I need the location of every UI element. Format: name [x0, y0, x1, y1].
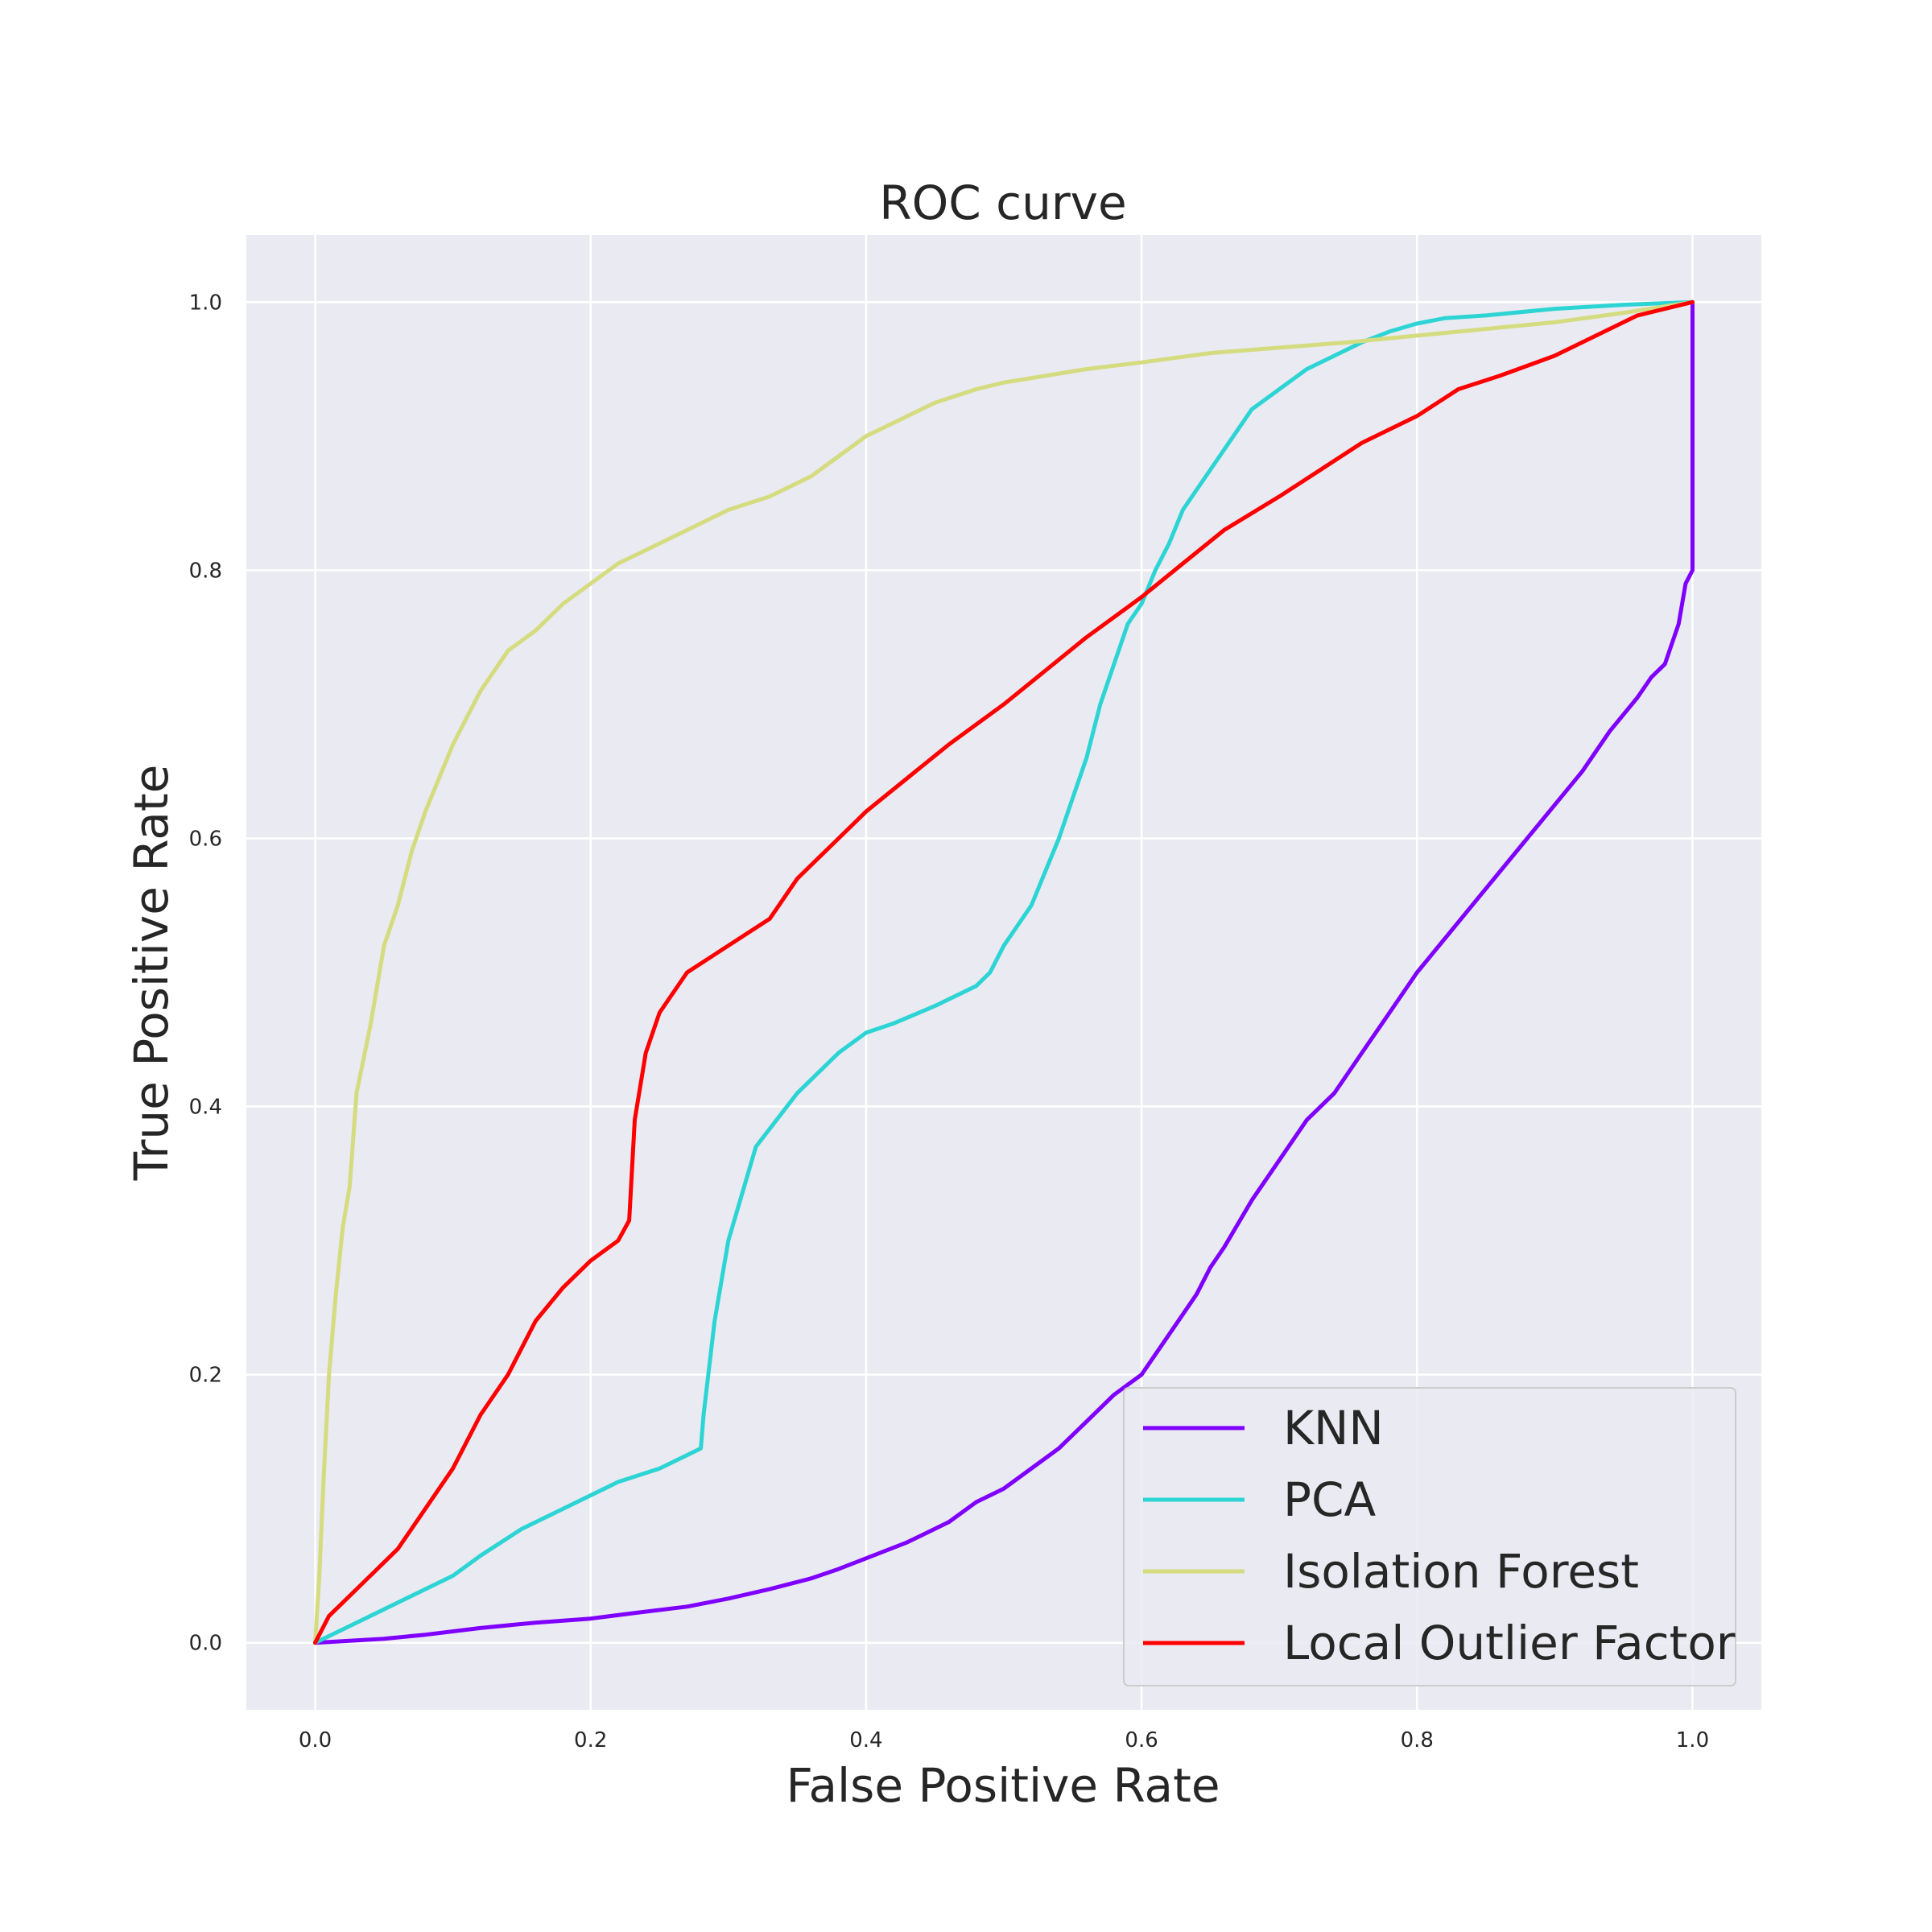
x-tick-label: 0.0: [299, 1728, 332, 1752]
y-tick-label: 0.6: [189, 827, 222, 851]
y-axis-ticks: 0.0 0.2 0.4 0.6 0.8 1.0: [189, 291, 222, 1655]
x-tick-label: 0.6: [1125, 1728, 1158, 1752]
legend-label-pca: PCA: [1283, 1472, 1376, 1527]
y-tick-label: 0.0: [189, 1632, 222, 1656]
series-line-knn: [313, 299, 1695, 1645]
series-line-pca: [313, 299, 1695, 1645]
series-line-isolation-forest: [313, 299, 1695, 1645]
grid: [246, 235, 1761, 1710]
x-tick-label: 0.2: [574, 1728, 607, 1752]
legend-label-isolation-forest: Isolation Forest: [1283, 1544, 1639, 1599]
x-axis-label: False Positive Rate: [786, 1758, 1220, 1813]
y-tick-label: 0.4: [189, 1096, 222, 1120]
x-tick-label: 0.8: [1401, 1728, 1434, 1752]
x-axis-ticks: 0.0 0.2 0.4 0.6 0.8 1.0: [299, 1728, 1709, 1752]
series-group: [313, 299, 1695, 1645]
legend-label-local-outlier-factor: Local Outlier Factor: [1283, 1616, 1736, 1670]
y-tick-label: 0.8: [189, 559, 222, 583]
legend-box: [1123, 1387, 1736, 1686]
chart-title: ROC curve: [879, 175, 1126, 230]
legend: KNN PCA Isolation Forest Local Outlier Fact…: [1123, 1387, 1736, 1686]
series-line-local-outlier-factor: [313, 299, 1695, 1645]
y-axis-label: True Positive Rate: [124, 765, 179, 1182]
x-tick-label: 1.0: [1676, 1728, 1709, 1752]
y-tick-label: 0.2: [189, 1364, 222, 1388]
y-tick-label: 1.0: [189, 291, 222, 315]
legend-label-knn: KNN: [1283, 1401, 1384, 1455]
x-tick-label: 0.4: [849, 1728, 882, 1752]
